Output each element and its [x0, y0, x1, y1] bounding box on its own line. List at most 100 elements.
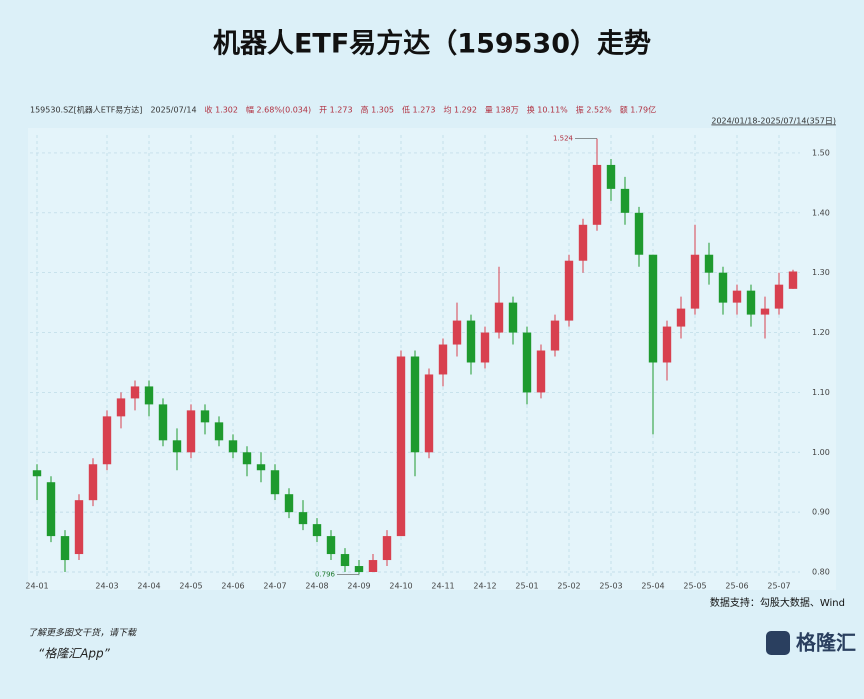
- candle-body: [382, 536, 392, 561]
- y-tick-label: 1.00: [812, 448, 830, 457]
- x-tick-label: 25-05: [683, 582, 706, 591]
- candle-body: [634, 212, 644, 255]
- x-tick-label: 24-09: [347, 582, 370, 591]
- candle-body: [242, 452, 252, 465]
- candle-body: [186, 410, 196, 453]
- y-tick-label: 1.30: [812, 268, 830, 277]
- candle-body: [102, 416, 112, 465]
- info-item: 幅 2.68%(0.034): [246, 105, 311, 115]
- candle-body: [452, 320, 462, 345]
- candle-body: [746, 290, 756, 315]
- candle-body: [396, 356, 406, 537]
- info-item: 振 2.52%: [576, 105, 612, 115]
- candle-body: [424, 374, 434, 453]
- x-tick-label: 25-06: [725, 582, 748, 591]
- candle-body: [270, 470, 280, 495]
- candle-body: [564, 260, 574, 321]
- y-tick-label: 1.40: [812, 208, 830, 217]
- candle-body: [704, 254, 714, 273]
- candle-body: [214, 422, 224, 441]
- annotation: 0.796: [315, 570, 336, 578]
- logo-icon: [766, 631, 790, 655]
- source: 数据支持：勾股大数据、Wind: [710, 596, 845, 609]
- x-tick-label: 24-08: [305, 582, 328, 591]
- info-item: 159530.SZ[机器人ETF易方达]: [30, 105, 142, 115]
- y-tick-label: 1.10: [812, 388, 830, 397]
- candle-body: [648, 254, 658, 363]
- plot-bg: [28, 128, 836, 590]
- candle-body: [200, 410, 210, 423]
- candle-body: [354, 566, 364, 573]
- x-tick-label: 25-02: [557, 582, 580, 591]
- footer-text: 了解更多图文干货，请下载: [28, 628, 137, 639]
- x-tick-label: 25-01: [515, 582, 538, 591]
- y-tick-label: 1.50: [812, 148, 830, 157]
- candle-body: [620, 188, 630, 213]
- candle-body: [536, 350, 546, 393]
- info-item: 高 1.305: [361, 105, 394, 115]
- info-item: 换 10.11%: [527, 105, 568, 115]
- info-item: 低 1.273: [402, 105, 435, 115]
- candle-body: [228, 440, 238, 453]
- candle-body: [46, 482, 56, 537]
- info-item: 额 1.79亿: [620, 105, 656, 115]
- candle-body: [116, 398, 126, 417]
- x-tick-label: 24-12: [473, 582, 496, 591]
- candle-body: [312, 524, 322, 537]
- footer-app: “格隆汇App”: [38, 647, 111, 661]
- x-tick-label: 24-05: [179, 582, 202, 591]
- y-tick-label: 0.80: [812, 568, 830, 577]
- candle-body: [410, 356, 420, 453]
- x-tick-label: 25-03: [599, 582, 622, 591]
- x-tick-label: 24-01: [25, 582, 48, 591]
- candle-body: [60, 536, 70, 561]
- candle-body: [88, 464, 98, 501]
- x-tick-label: 25-07: [767, 582, 790, 591]
- candle-body: [326, 536, 336, 555]
- info-item: 均 1.292: [443, 105, 476, 115]
- annotation: 1.524: [553, 135, 574, 143]
- candle-body: [438, 344, 448, 375]
- candle-body: [32, 470, 42, 477]
- candle-body: [774, 284, 784, 309]
- y-tick-label: 0.90: [812, 508, 830, 517]
- chart-title: 机器人ETF易方达（159530）走势: [213, 28, 651, 60]
- candle-body: [284, 494, 294, 513]
- x-tick-label: 25-04: [641, 582, 664, 591]
- candle-body: [732, 290, 742, 303]
- candle-body: [522, 332, 532, 393]
- x-tick-label: 24-04: [137, 582, 160, 591]
- x-tick-label: 24-03: [95, 582, 118, 591]
- candle-body: [788, 271, 798, 289]
- candle-body: [130, 386, 140, 399]
- candle-body: [508, 302, 518, 333]
- candle-body: [690, 254, 700, 309]
- candle-body: [74, 500, 84, 555]
- candle-body: [466, 320, 476, 363]
- info-item: 收 1.302: [205, 105, 238, 115]
- candle-body: [144, 386, 154, 405]
- candle-body: [256, 464, 266, 471]
- candle-body: [676, 308, 686, 327]
- info-item: 量 138万: [485, 106, 519, 115]
- candle-body: [158, 404, 168, 441]
- candle-body: [592, 164, 602, 225]
- candle-body: [578, 224, 588, 261]
- candle-body: [480, 332, 490, 363]
- candle-body: [172, 440, 182, 453]
- y-tick-label: 1.20: [812, 328, 830, 337]
- x-tick-label: 24-07: [263, 582, 286, 591]
- x-tick-label: 24-06: [221, 582, 244, 591]
- candle-body: [340, 554, 350, 567]
- info-item: 开 1.273: [319, 106, 352, 115]
- candle-body: [662, 326, 672, 363]
- range-label: 2024/01/18-2025/07/14(357日): [711, 117, 836, 126]
- candle-body: [494, 302, 504, 333]
- candle-body: [606, 164, 616, 189]
- x-tick-label: 24-10: [389, 582, 412, 591]
- candle-body: [298, 512, 308, 525]
- x-tick-label: 24-11: [431, 582, 454, 591]
- logo: 格隆汇: [796, 631, 856, 655]
